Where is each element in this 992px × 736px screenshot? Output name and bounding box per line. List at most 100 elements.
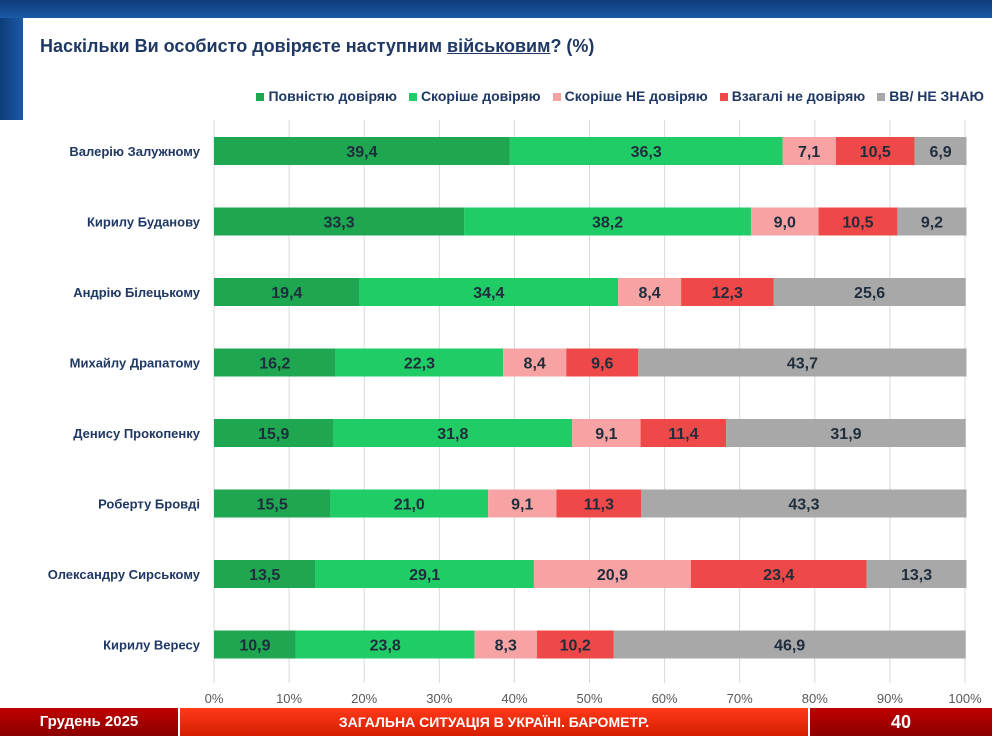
bar-segment <box>726 419 966 447</box>
bar-segment <box>330 489 489 518</box>
bar-segment <box>536 630 614 659</box>
bar-segment <box>295 630 475 659</box>
data-label: 10,9 <box>239 638 270 655</box>
data-label: 7,1 <box>798 144 820 161</box>
data-label: 25,6 <box>854 285 885 302</box>
bar-segment <box>333 419 573 447</box>
bar-segment <box>782 137 836 165</box>
bar-segment <box>214 419 334 447</box>
data-label: 9,2 <box>921 215 943 232</box>
data-label: 10,5 <box>842 215 873 232</box>
data-label: 9,6 <box>591 356 613 373</box>
legend-swatch <box>719 93 728 102</box>
bar-segment <box>214 278 360 306</box>
bar-segment <box>214 137 510 165</box>
bar-segment <box>640 419 727 447</box>
bar-segment <box>866 560 967 588</box>
data-label: 43,3 <box>788 497 819 514</box>
bar-segment <box>681 278 774 306</box>
x-tick-label: 60% <box>652 691 678 706</box>
legend-item: Скоріше НЕ довіряю <box>552 88 708 104</box>
legend-item: Скоріше довіряю <box>408 88 541 104</box>
bar-segment <box>618 278 682 306</box>
x-tick-label: 100% <box>948 691 982 706</box>
bar-segment <box>818 207 898 236</box>
category-label: Валерію Залужному <box>69 144 200 159</box>
legend-label: Скоріше довіряю <box>420 88 541 104</box>
legend: Повністю довіряю Скоріше довіряю Скоріше Н… <box>256 88 984 104</box>
x-tick-label: 30% <box>426 691 452 706</box>
bar-segment <box>214 207 465 236</box>
category-label: Кирилу Буданову <box>87 215 201 230</box>
data-label: 19,4 <box>271 285 302 302</box>
left-band <box>0 18 23 120</box>
data-label: 10,2 <box>560 638 591 655</box>
legend-swatch <box>256 93 265 102</box>
data-label: 31,8 <box>437 426 468 443</box>
data-label: 13,3 <box>901 567 932 584</box>
bar-segment <box>690 560 867 588</box>
data-label: 33,3 <box>323 215 354 232</box>
data-label: 9,0 <box>774 215 796 232</box>
page-number: 40 <box>890 712 912 732</box>
bar-segment <box>509 137 783 165</box>
data-label: 13,5 <box>249 567 280 584</box>
footer-date: Грудень 2025 <box>39 713 139 730</box>
data-label: 43,7 <box>787 356 818 373</box>
legend-label: ВВ/ НЕ ЗНАЮ <box>889 88 984 104</box>
legend-label: Взагалі не довіряю <box>731 88 866 104</box>
data-label: 15,5 <box>257 497 288 514</box>
bar-segment <box>474 630 537 659</box>
chart-title: Наскільки Ви особисто довіряєте наступни… <box>40 36 595 56</box>
x-tick-label: 0% <box>205 691 224 706</box>
legend-swatch <box>877 93 886 102</box>
data-label: 23,8 <box>370 638 401 655</box>
bar-segment <box>214 560 316 588</box>
data-label: 12,3 <box>712 285 743 302</box>
bar-segment <box>556 489 642 518</box>
x-tick-label: 80% <box>802 691 828 706</box>
legend-item: ВВ/ НЕ ЗНАЮ <box>877 88 984 104</box>
bar-segment <box>638 348 967 377</box>
bar-segment <box>641 489 967 518</box>
bar-segment <box>503 348 567 377</box>
category-label: Денису Прокопенку <box>73 426 201 441</box>
category-label: Михайлу Драпатому <box>70 356 201 371</box>
bar-segment <box>464 207 751 236</box>
legend-label: Скоріше НЕ довіряю <box>564 88 708 104</box>
data-label: 23,4 <box>763 567 794 584</box>
data-label: 38,2 <box>592 215 623 232</box>
legend-item: Взагалі не довіряю <box>719 88 866 104</box>
category-label: Олександру Сирському <box>48 567 201 582</box>
legend-label: Повністю довіряю <box>268 88 397 104</box>
x-tick-label: 10% <box>276 691 302 706</box>
data-label: 11,4 <box>668 426 698 443</box>
x-tick-label: 70% <box>727 691 753 706</box>
bar-segment <box>315 560 534 588</box>
top-band <box>0 0 992 18</box>
data-label: 22,3 <box>404 356 435 373</box>
footer: Грудень 2025 ЗАГАЛЬНА СИТУАЦІЯ В УКРАЇНІ… <box>0 708 992 736</box>
bar-segment <box>214 489 331 518</box>
bar-segment <box>359 278 619 306</box>
x-tick-label: 20% <box>351 691 377 706</box>
data-label: 6,9 <box>929 144 951 161</box>
bar-segment <box>214 630 296 659</box>
data-label: 9,1 <box>511 497 533 514</box>
data-label: 11,3 <box>584 497 614 514</box>
bar-segment <box>572 419 641 447</box>
category-label: Роберту Бровді <box>98 497 200 512</box>
data-label: 20,9 <box>597 567 628 584</box>
legend-swatch <box>408 93 417 102</box>
legend-item: Повністю довіряю <box>256 88 397 104</box>
bar-segment <box>488 489 557 518</box>
data-label: 8,3 <box>495 638 517 655</box>
data-label: 8,4 <box>638 285 660 302</box>
data-label: 8,4 <box>524 356 546 373</box>
data-label: 46,9 <box>774 638 805 655</box>
bar-segment <box>897 207 967 236</box>
chart: 0% 10% 20% 30% 40% 50% 60% 70% 80% 90% 100% Валерію… <box>48 120 982 706</box>
data-label: 16,2 <box>259 356 290 373</box>
bar-segment <box>914 137 967 165</box>
data-label: 29,1 <box>409 567 440 584</box>
